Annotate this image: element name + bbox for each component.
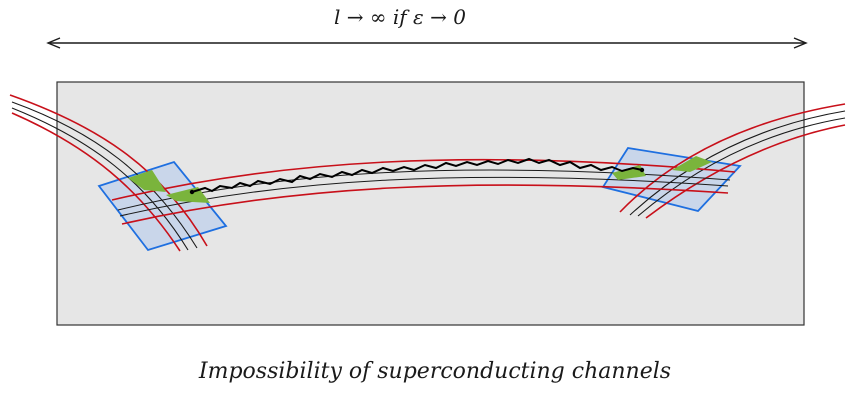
right-channel <box>619 103 846 219</box>
left-channel <box>9 94 208 252</box>
length-arrow <box>46 37 808 49</box>
wiggly-path <box>191 157 643 193</box>
left-patch <box>97 160 228 252</box>
path-end-dot <box>639 167 645 173</box>
path-start-dot <box>189 189 195 195</box>
caption: Impossibility of superconducting channel… <box>198 359 671 384</box>
top-annotation: l → ∞ if ε → 0 <box>334 5 466 29</box>
